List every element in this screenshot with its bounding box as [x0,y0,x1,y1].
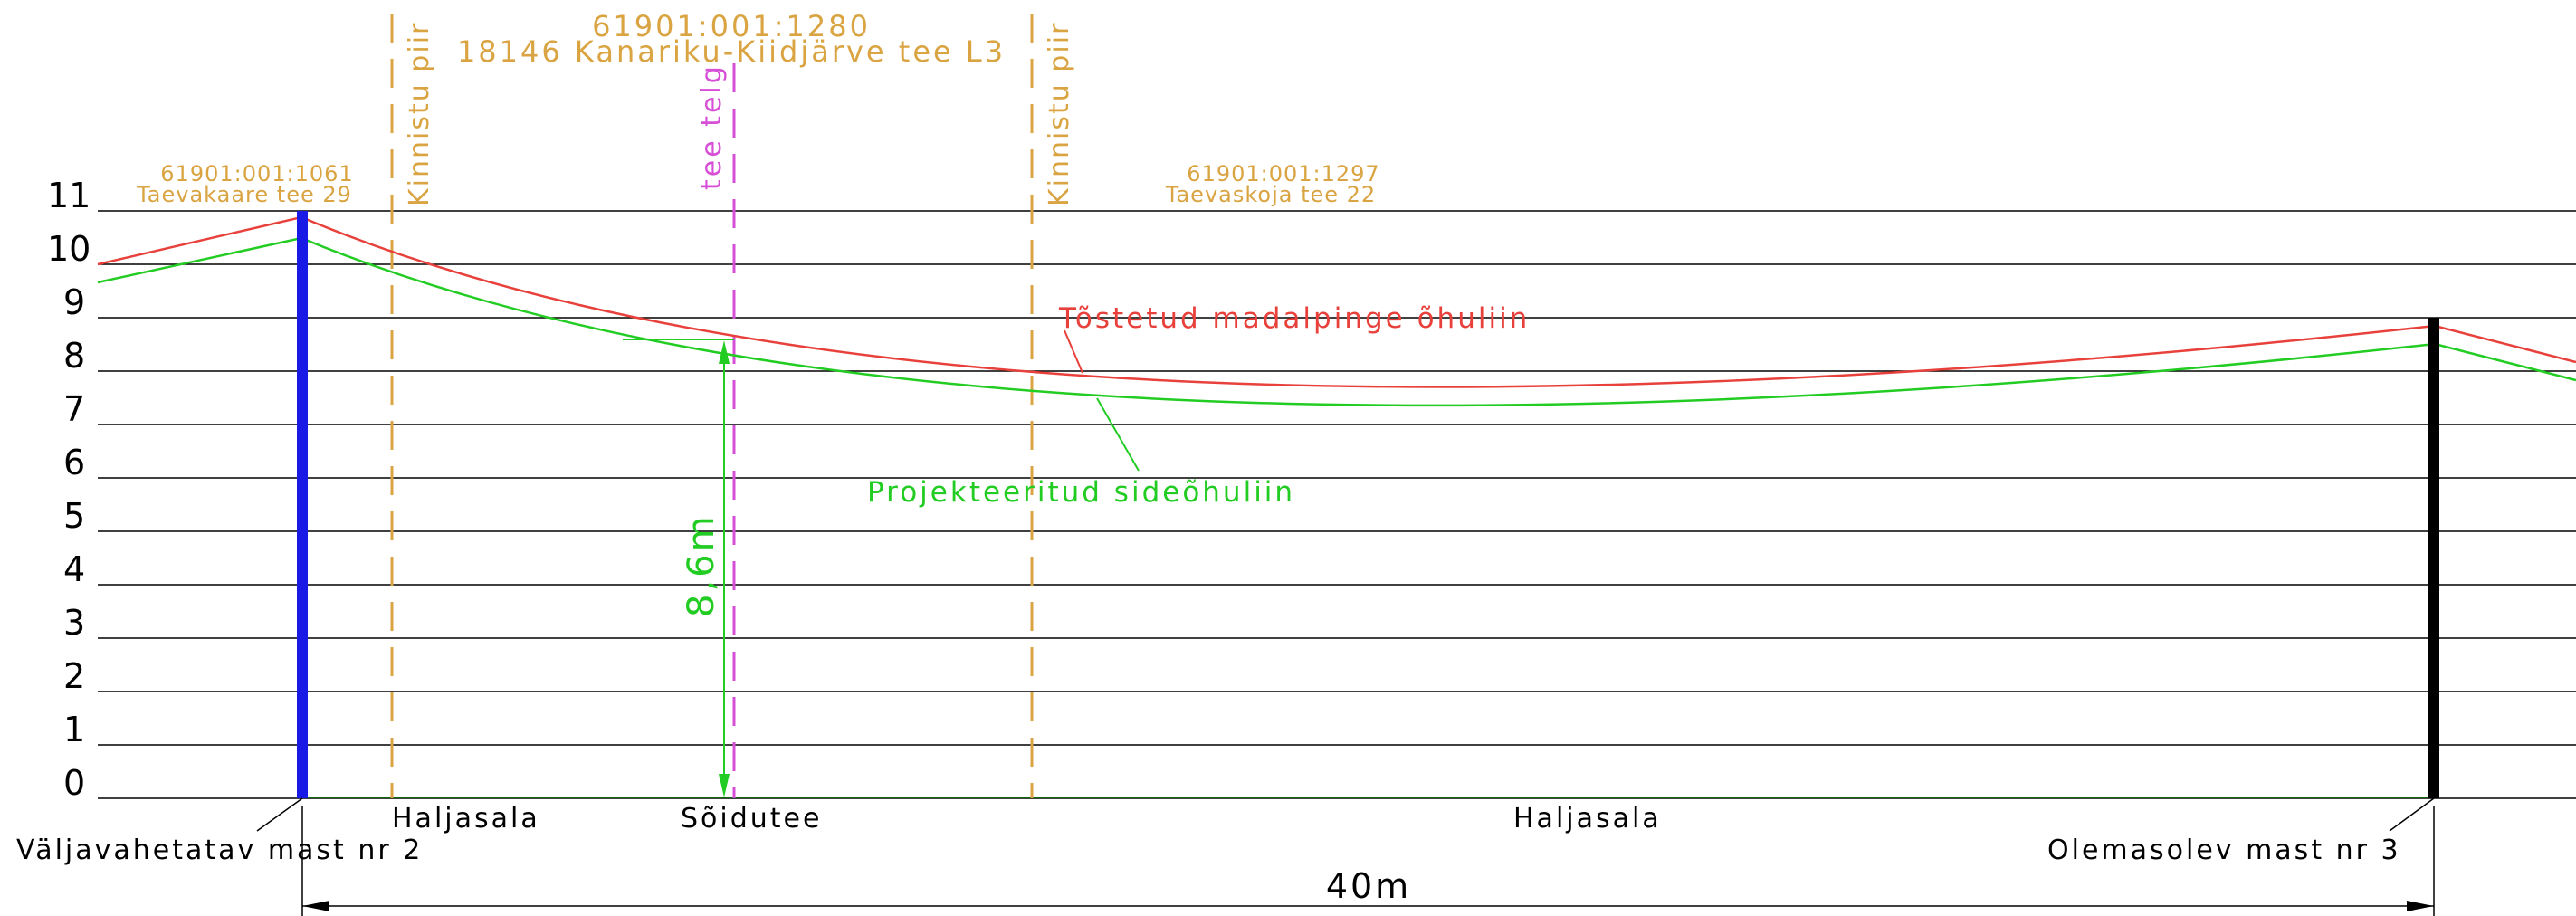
boundary-label-right: Kinnistu piir [1044,22,1075,206]
designed-line-leader [1097,398,1139,471]
y-axis-labels: 11 10 9 8 7 6 5 4 3 2 1 0 [47,176,91,803]
road-axis-label: tee telg [696,63,728,190]
parcel-right-label: 61901:001:1297 Taevaskoja tee 22 [1165,161,1380,207]
y-tick-5: 5 [63,496,85,536]
y-tick-0: 0 [63,763,85,803]
ground-label-left: Haljasala [392,803,540,835]
ground-label-right: Haljasala [1513,803,1662,835]
y-tick-2: 2 [63,656,85,696]
clearance-arrow-bottom [719,774,730,797]
y-tick-10: 10 [47,229,91,269]
span-arrow-right [2407,901,2434,911]
height-grid [98,211,2576,798]
boundary-label-left: Kinnistu piir [404,22,435,206]
ground-label-road: Sõidutee [681,803,822,835]
clearance-label: 8,6m [681,513,722,617]
mast-left-label: Väljavahetatav mast nr 2 [16,835,423,866]
parcel-left-name: Taevakaare tee 29 [136,182,352,207]
mast-replaced [297,211,308,798]
parcel-left-label: 61901:001:1061 Taevakaare tee 29 [136,161,354,207]
mast-right-leader [2390,798,2434,831]
y-tick-4: 4 [63,549,85,589]
parcel-center-label: 61901:001:1280 18146 Kanariku-Kiidjärve … [457,9,1006,69]
designed-line-label: Projekteeritud sideõhuliin [867,476,1295,509]
mast-right-label: Olemasolev mast nr 3 [2047,835,2401,866]
ground-labels: Haljasala Sõidutee Haljasala [392,803,1662,835]
span-arrow-left [302,901,329,911]
y-tick-6: 6 [63,443,85,482]
y-tick-1: 1 [63,710,85,749]
raised-line-leader [1064,330,1083,373]
y-tick-9: 9 [63,282,85,322]
y-tick-11: 11 [47,176,91,215]
parcel-center-name: 18146 Kanariku-Kiidjärve tee L3 [457,34,1006,69]
raised-line-label: Tõstetud madalpinge õhuliin [1058,302,1530,335]
parcel-right-name: Taevaskoja tee 22 [1165,182,1376,207]
y-tick-3: 3 [63,603,85,643]
span-label: 40m [1326,866,1411,906]
mast-left-leader [257,798,302,831]
y-tick-7: 7 [63,389,85,429]
y-tick-8: 8 [63,336,85,376]
mast-existing [2428,318,2439,798]
